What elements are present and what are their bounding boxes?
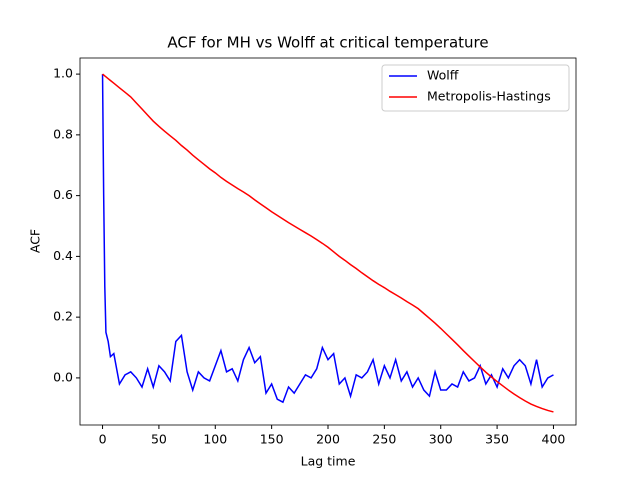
line-series <box>101 74 554 404</box>
y-tick-label: 0.6 <box>53 187 73 202</box>
x-tick-label: 150 <box>260 432 284 447</box>
y-axis-label: ACF <box>28 229 43 253</box>
line-series <box>102 73 554 413</box>
y-tick-label: 0.4 <box>53 248 73 263</box>
x-tick-label: 100 <box>203 432 227 447</box>
x-tick-label: 400 <box>542 432 566 447</box>
x-tick-label: 0 <box>99 432 107 447</box>
x-tick-label: 200 <box>316 432 340 447</box>
y-tick-label: 1.0 <box>53 66 73 81</box>
legend-box <box>381 64 570 112</box>
x-tick-label: 50 <box>151 432 167 447</box>
legend-label: Metropolis-Hastings <box>427 89 551 104</box>
y-tick-label: 0.2 <box>53 309 73 324</box>
x-tick-label: 300 <box>429 432 453 447</box>
chart-title: ACF for MH vs Wolff at critical temperat… <box>167 34 488 52</box>
x-axis-label: Lag time <box>301 454 356 469</box>
x-tick-label: 350 <box>485 432 509 447</box>
legend-label: Wolff <box>427 68 459 83</box>
y-tick-label: 0.8 <box>53 126 73 141</box>
plot-frame <box>79 57 577 426</box>
x-tick-label: 250 <box>372 432 396 447</box>
y-tick-label: 0.0 <box>53 369 73 384</box>
